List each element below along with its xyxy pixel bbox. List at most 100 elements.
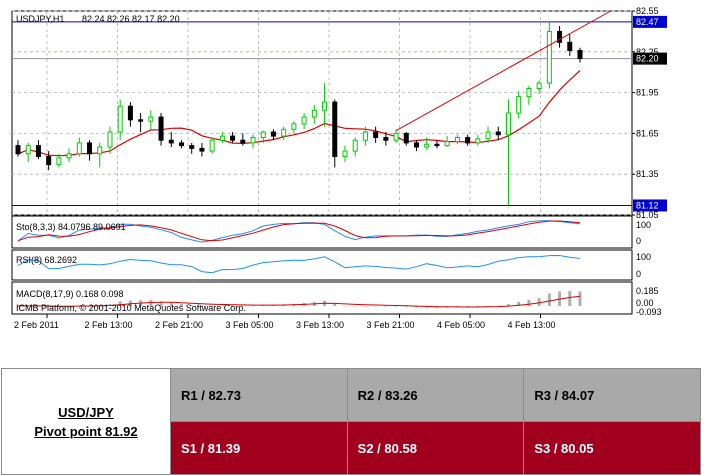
- macd-bar: [108, 303, 112, 306]
- bull-candle: [291, 123, 297, 130]
- bear-candle: [434, 143, 440, 147]
- macd-bar: [374, 306, 378, 307]
- macd-bar: [231, 305, 235, 307]
- bear-candle: [138, 119, 144, 122]
- bull-candle: [107, 131, 113, 148]
- bull-candle: [117, 105, 123, 133]
- bull-candle: [505, 112, 511, 136]
- bear-candle: [567, 41, 573, 51]
- price-tick-label: 82.55: [636, 6, 659, 16]
- macd-bar: [527, 299, 531, 306]
- bull-candle: [526, 88, 532, 98]
- macd-bar: [547, 293, 551, 306]
- x-tick-label: 3 Feb 21:00: [367, 320, 415, 330]
- macd-bar: [476, 306, 480, 307]
- macd-bar: [241, 305, 245, 307]
- bear-candle: [465, 136, 471, 144]
- bear-candle: [270, 131, 276, 137]
- bull-candle: [362, 131, 368, 141]
- macd-bar: [118, 301, 122, 306]
- bull-candle: [209, 139, 215, 152]
- bear-candle: [373, 131, 379, 138]
- copyright-text: ICMB Platform, © 2001-2010 MetaQuotes So…: [16, 303, 246, 313]
- stochastic-signal-line: [17, 220, 581, 242]
- bull-candle: [516, 96, 522, 114]
- bull-candle: [66, 153, 72, 159]
- macd-bar: [394, 306, 398, 307]
- macd-title: MACD(8,17,9) 0.168 0.098: [16, 289, 124, 299]
- bear-candle: [557, 30, 563, 43]
- x-tick-label: 2 Feb 21:00: [155, 320, 203, 330]
- bear-candle: [199, 147, 205, 152]
- x-tick-label: 2 Feb 13:00: [85, 320, 133, 330]
- rsi-tick-top: 100: [636, 252, 651, 262]
- bear-candle: [178, 142, 184, 147]
- x-tick-label: 3 Feb 05:00: [226, 320, 274, 330]
- macd-bar: [159, 301, 163, 306]
- r3-cell: R3 / 84.07: [523, 368, 701, 422]
- bull-candle: [25, 145, 31, 155]
- macd-bar: [200, 306, 204, 307]
- chart-area: 82.55 82.25 81.95 81.65 81.35 81.05 82.47 82.2…: [11, 6, 667, 330]
- x-tick-label: 3 Feb 13:00: [296, 320, 344, 330]
- macd-tick-zero: 0.00: [636, 298, 654, 308]
- x-tick-label: 2 Feb 2011: [14, 320, 59, 330]
- pivot-info-cell: USD/JPY Pivot point 81.92: [1, 368, 171, 475]
- bull-candle: [475, 138, 481, 144]
- moving-average-line: [17, 70, 581, 157]
- bear-candle: [15, 145, 21, 155]
- macd-bar: [179, 303, 183, 306]
- bull-candle: [393, 132, 399, 141]
- bear-candle: [35, 145, 41, 158]
- macd-bar: [415, 306, 419, 308]
- rsi-tick-bottom: 0: [636, 269, 641, 279]
- price-tag-label: 82.20: [636, 54, 659, 64]
- bull-candle: [536, 82, 542, 90]
- symbol-label: USD/JPY: [58, 404, 114, 420]
- pivot-label: Pivot point 81.92: [34, 423, 138, 439]
- sto-tick-bottom: 0: [636, 236, 641, 246]
- macd-signal-line: [17, 295, 581, 308]
- bull-candle: [454, 136, 460, 143]
- bull-candle: [546, 30, 552, 84]
- bear-candle: [495, 131, 501, 136]
- bear-candle: [168, 139, 174, 144]
- bull-candle: [342, 150, 348, 158]
- price-tag-box: [633, 52, 667, 65]
- macd-bar: [128, 300, 132, 306]
- bear-candle: [383, 136, 389, 141]
- bull-candle: [485, 131, 491, 140]
- macd-tick-bottom: -0.093: [636, 307, 662, 317]
- macd-bar: [568, 290, 572, 306]
- bull-candle: [301, 116, 307, 125]
- price-tick-label: 81.95: [636, 88, 659, 98]
- price-tag-label: 82.47: [636, 17, 659, 27]
- sto-title: Sto(8,3,3) 84.0796 89.0691: [16, 222, 126, 232]
- macd-bar: [363, 306, 367, 307]
- rsi-title: RSI(8) 68.2692: [16, 255, 77, 265]
- bear-candle: [332, 101, 338, 158]
- bear-candle: [230, 135, 236, 141]
- price-tick-label: 81.35: [636, 169, 659, 179]
- price-tag-box: [633, 15, 667, 28]
- sto-tick-top: 100: [636, 220, 651, 230]
- s1-cell: S1 / 81.39: [170, 421, 348, 475]
- bear-candle: [127, 105, 133, 121]
- macd-bar: [210, 305, 214, 307]
- bull-candle: [322, 101, 328, 111]
- macd-bar: [333, 303, 337, 306]
- price-tick-label: 81.05: [636, 210, 659, 220]
- bull-candle: [219, 135, 225, 141]
- x-tick-label: 4 Feb 13:00: [508, 320, 556, 330]
- bear-candle: [403, 132, 409, 144]
- bull-candle: [56, 157, 62, 166]
- macd-bar: [486, 306, 490, 307]
- bull-candle: [444, 141, 450, 147]
- price-tick-label: 81.65: [636, 128, 659, 138]
- bear-candle: [240, 139, 246, 144]
- main-chart-title: USDJPY,H1: [16, 14, 64, 24]
- bull-candle: [97, 146, 103, 155]
- macd-bar: [404, 306, 408, 307]
- macd-bar: [578, 291, 582, 306]
- macd-bar: [251, 305, 255, 307]
